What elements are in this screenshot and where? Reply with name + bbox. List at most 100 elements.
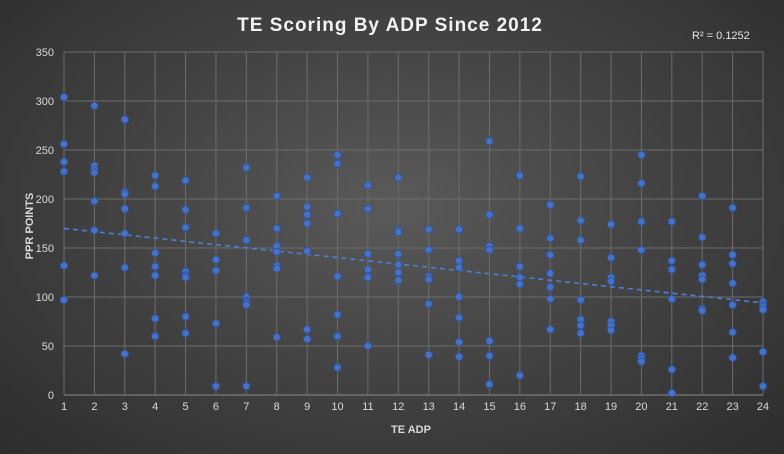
data-point: [272, 191, 281, 201]
data-point: [151, 314, 160, 323]
data-point: [637, 217, 646, 226]
x-tick-label: 14: [453, 401, 465, 413]
data-point: [151, 248, 160, 257]
data-point: [151, 171, 160, 180]
data-point: [242, 382, 251, 391]
data-point: [454, 256, 464, 265]
data-point: [120, 349, 129, 358]
data-point: [424, 275, 433, 284]
data-point: [546, 234, 555, 243]
data-point: [546, 269, 555, 278]
data-point: [242, 203, 251, 212]
data-point: [606, 220, 616, 229]
data-point: [515, 171, 524, 180]
data-point: [333, 209, 342, 218]
data-point: [485, 210, 494, 219]
data-point: [758, 347, 768, 356]
data-point: [698, 191, 707, 201]
data-point: [606, 277, 616, 286]
data-point: [120, 263, 129, 272]
data-point: [363, 273, 373, 282]
data-point: [120, 204, 129, 213]
data-point: [637, 245, 646, 255]
data-point: [667, 217, 676, 226]
data-point: [515, 273, 524, 282]
x-tick-label: 15: [483, 401, 495, 413]
data-point: [363, 204, 373, 213]
y-tick-label: 0: [48, 390, 54, 402]
y-tick-label: 50: [42, 341, 54, 353]
data-point: [454, 292, 464, 302]
y-tick-label: 250: [36, 145, 54, 157]
data-point: [758, 305, 768, 314]
data-point: [151, 182, 160, 191]
data-point: [303, 325, 312, 334]
data-point: [515, 224, 524, 233]
data-point: [333, 310, 342, 319]
x-tick-label: 8: [274, 401, 280, 413]
x-tick-label: 9: [304, 401, 310, 413]
x-tick-label: 6: [213, 401, 219, 413]
data-point: [728, 259, 737, 268]
data-point: [211, 229, 221, 238]
data-point: [728, 279, 737, 288]
data-point: [606, 253, 616, 262]
x-tick-label: 5: [183, 401, 189, 413]
data-point: [363, 341, 373, 351]
chart-title: TE Scoring By ADP Since 2012: [237, 15, 543, 36]
data-point: [424, 299, 433, 308]
data-point: [698, 260, 707, 269]
data-point: [698, 233, 707, 242]
data-point: [394, 249, 403, 258]
data-point: [515, 280, 524, 289]
data-point: [151, 332, 160, 341]
x-tick-label: 20: [635, 401, 647, 413]
data-point: [485, 337, 494, 346]
x-tick-label: 4: [152, 401, 158, 413]
data-point: [333, 272, 342, 281]
data-point: [242, 163, 251, 172]
data-point: [454, 225, 464, 234]
data-point: [211, 266, 221, 275]
data-point: [303, 210, 312, 219]
data-point: [637, 150, 646, 159]
data-point: [303, 173, 312, 182]
data-point: [363, 181, 373, 190]
data-point: [728, 328, 737, 337]
data-point: [394, 173, 403, 182]
data-point: [485, 380, 494, 389]
data-point: [485, 351, 494, 360]
data-point: [576, 216, 585, 225]
data-point: [667, 365, 676, 374]
data-point: [576, 329, 585, 338]
trendline-layer: [63, 227, 764, 304]
data-point: [454, 352, 464, 361]
data-point: [576, 236, 585, 245]
x-tick-label: 10: [331, 401, 343, 413]
data-point: [272, 264, 281, 273]
data-point: [181, 223, 190, 232]
data-point: [333, 332, 342, 341]
data-point: [424, 350, 433, 359]
data-point: [272, 224, 281, 233]
data-point: [333, 159, 342, 168]
data-point: [637, 179, 646, 188]
x-tick-label: 12: [392, 401, 404, 413]
x-tick-label: 2: [91, 401, 97, 413]
data-point: [667, 256, 676, 265]
data-point: [120, 115, 129, 124]
data-point: [181, 273, 190, 282]
data-point: [59, 261, 69, 270]
data-point: [424, 225, 433, 234]
data-point: [333, 150, 342, 159]
data-point: [546, 294, 555, 304]
data-point: [606, 326, 616, 335]
data-point: [394, 228, 403, 237]
data-point: [90, 101, 99, 111]
data-point: [546, 200, 555, 209]
x-tick-label: 19: [605, 401, 617, 413]
data-point: [303, 246, 312, 256]
x-tick-label: 16: [514, 401, 526, 413]
